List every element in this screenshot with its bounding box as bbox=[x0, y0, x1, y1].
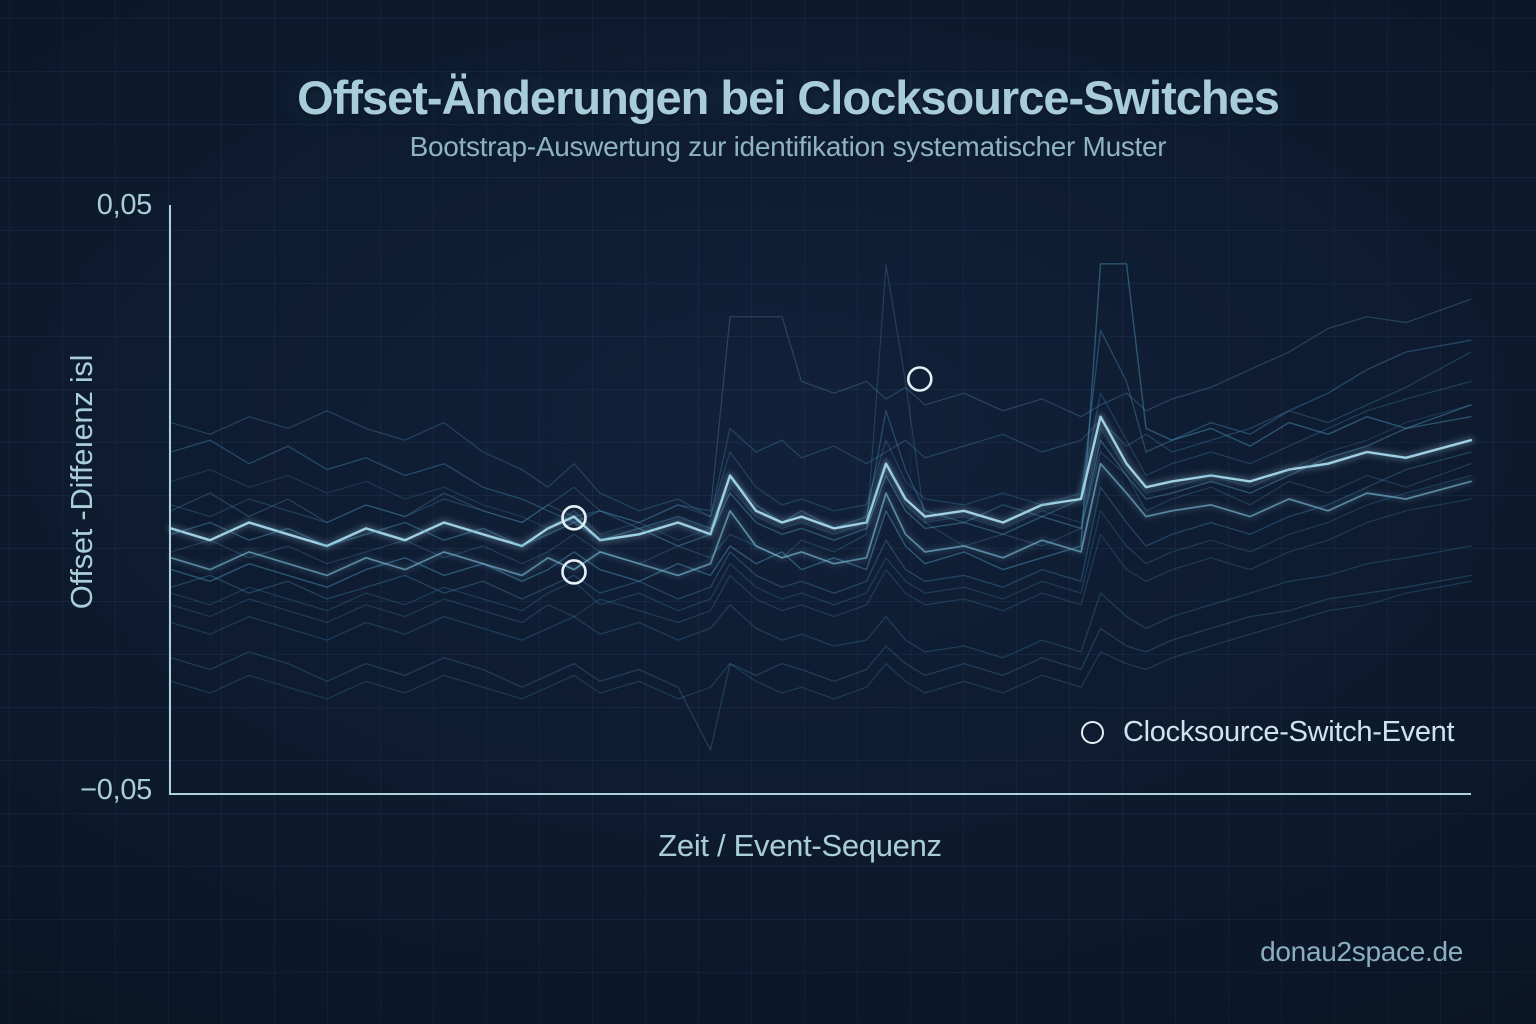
y-tick-min: −0,05 bbox=[80, 774, 152, 806]
series-line-bootstrap-09 bbox=[170, 415, 1472, 547]
series-line-bootstrap-10 bbox=[170, 451, 1472, 600]
y-axis-label: Offset -Diffeıenz isl bbox=[64, 354, 99, 610]
series-line-bootstrap-06 bbox=[169, 415, 1473, 548]
clocksource-switch-event-1b-marker bbox=[561, 559, 587, 585]
series-line-bootstrap-02 bbox=[170, 264, 1472, 565]
x-axis-label: Zeit / Event-Sequenz bbox=[658, 828, 942, 863]
open-circle-icon bbox=[1081, 721, 1104, 744]
site-watermark: donau2space.de bbox=[1260, 936, 1463, 967]
clocksource-switch-event-2-marker bbox=[906, 366, 933, 392]
legend-label: Clocksource-Switch-Event bbox=[1123, 716, 1455, 748]
series-line-bootstrap-05 bbox=[170, 351, 1472, 518]
legend: Clocksource-Switch-Event bbox=[1081, 716, 1455, 749]
series-line-bootstrap-07 bbox=[170, 462, 1472, 577]
series-line-bootstrap-03 bbox=[170, 263, 1472, 588]
clocksource-switch-event-1a-marker bbox=[561, 504, 587, 531]
series-line-bootstrap-04 bbox=[170, 329, 1472, 530]
plot-area bbox=[167, 205, 1475, 795]
series-line-bootstrap-16 bbox=[170, 404, 1472, 541]
series-line-bootstrap-14 bbox=[170, 574, 1472, 751]
series-line-bootstrap-11 bbox=[170, 474, 1472, 612]
y-tick-max: 0,05 bbox=[96, 189, 153, 221]
series-line-bootstrap-01 bbox=[170, 298, 1472, 524]
series-line-bootstrap-13 bbox=[170, 545, 1472, 659]
series-line-bootstrap-15 bbox=[170, 580, 1472, 700]
bootstrap-lines-plot bbox=[167, 263, 1475, 751]
chart-subtitle: Bootstrap-Auswertung zur identifikation … bbox=[409, 131, 1167, 162]
series-line-bootstrap-08 bbox=[170, 380, 1472, 524]
series-line-bootstrap-12 bbox=[170, 498, 1472, 624]
chart-title: Offset-Änderungen bei Clocksource-Switch… bbox=[297, 71, 1280, 124]
